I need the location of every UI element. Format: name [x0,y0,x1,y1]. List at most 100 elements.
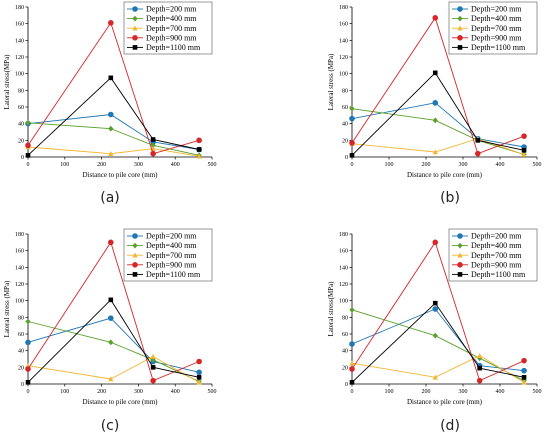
x-tick-label: 500 [533,162,542,168]
legend-marker [457,25,463,31]
data-point [521,379,527,385]
legend-entry: Depth=900 mm [471,33,522,42]
x-tick-label: 300 [134,162,143,168]
legend-marker [132,15,138,22]
series-line-2 [351,355,525,383]
legend-entry: Depth=400 mm [471,14,522,23]
x-tick-label: 100 [385,389,394,395]
y-tick-label: 160 [339,249,348,255]
legend-entry: Depth=1100 mm [146,43,201,52]
y-tick-label: 160 [15,249,24,255]
data-point [108,20,114,26]
series-line-3 [351,241,525,382]
data-point [108,150,114,156]
data-point [432,100,439,106]
data-point [432,306,439,312]
series-line-2 [27,146,200,157]
data-point [150,353,156,359]
y-tick-label: 180 [15,5,24,11]
y-tick-label: 160 [15,22,24,28]
panel-label: (b) [440,190,460,206]
y-tick-label: 140 [15,265,24,271]
data-point [432,239,439,246]
y-axis-label: Lateral stress (MPa) [3,280,11,337]
x-tick-label: 300 [459,389,468,395]
panel-label: (a) [100,190,120,206]
data-point [25,366,31,372]
data-point [196,358,202,365]
legend-marker [457,35,463,41]
legend-entry: Depth=400 mm [146,241,197,250]
y-tick-label: 40 [18,122,24,128]
x-axis-label: Distance to pile core (mm) [82,171,158,179]
data-point [521,367,527,374]
x-tick-label: 0 [27,389,30,395]
data-point [108,125,114,132]
legend-marker [457,272,463,277]
data-point [25,380,31,385]
series-line-2 [27,355,200,383]
series-line-4 [351,302,525,383]
x-tick-label: 0 [351,162,354,168]
legend-entry: Depth=700 mm [146,251,197,260]
legend-marker [457,15,463,22]
x-tick-label: 200 [97,162,106,168]
chart-panel-a: 0 100 200 300 400 500 0 20 40 60 80 100 120 140 160 180… [3,1,217,206]
x-tick-label: 400 [171,389,180,395]
y-tick-label: 160 [339,22,348,28]
legend-marker [457,6,463,12]
legend-marker [132,25,138,31]
data-point [349,380,355,385]
x-tick-label: 100 [385,162,394,168]
series-line-3 [27,241,200,382]
y-tick-label: 20 [342,138,348,144]
legend-marker [457,262,463,268]
data-point [477,355,483,362]
legend-entry: Depth=200 mm [471,232,522,241]
series-line-4 [27,299,200,383]
data-point [432,332,438,339]
chart-panel-c: 0 100 200 300 400 500 0 20 40 60 80 100 120 140 160 180… [3,228,217,434]
series-line-4 [27,77,200,156]
legend-entry: Depth=1100 mm [146,270,201,279]
legend-entry: Depth=200 mm [146,232,197,241]
data-point [349,140,355,146]
data-point [349,153,355,158]
y-tick-label: 180 [339,5,348,11]
y-tick-label: 140 [339,265,348,271]
data-point [521,151,527,157]
x-tick-label: 100 [60,162,69,168]
legend-marker [132,272,138,277]
y-tick-label: 120 [339,282,348,288]
data-point [196,137,202,144]
panel-label: (c) [101,418,120,434]
y-tick-label: 80 [342,88,348,94]
legend-entry: Depth=900 mm [146,33,197,42]
y-tick-label: 100 [15,299,24,305]
data-point [196,153,202,159]
legend-entry: Depth=700 mm [146,24,197,33]
data-point [475,138,481,143]
y-axis-label: Lateral stress(MPa) [3,54,11,110]
x-axis-label: Distance to pile core (mm) [82,398,158,406]
data-point [150,142,156,149]
data-point [150,150,156,157]
legend-marker [132,35,138,41]
data-point [150,377,156,384]
data-point [108,239,114,246]
y-tick-label: 20 [342,365,348,371]
data-point [150,137,156,142]
data-point [349,115,355,122]
y-tick-label: 180 [15,232,24,238]
data-point [432,149,438,155]
data-point [108,75,114,81]
data-point [25,318,31,325]
data-point [150,365,156,370]
legend-entry: Depth=900 mm [146,260,197,269]
x-tick-label: 200 [97,389,106,395]
data-point [349,105,355,112]
y-tick-label: 60 [18,332,24,338]
y-tick-label: 40 [342,122,348,128]
